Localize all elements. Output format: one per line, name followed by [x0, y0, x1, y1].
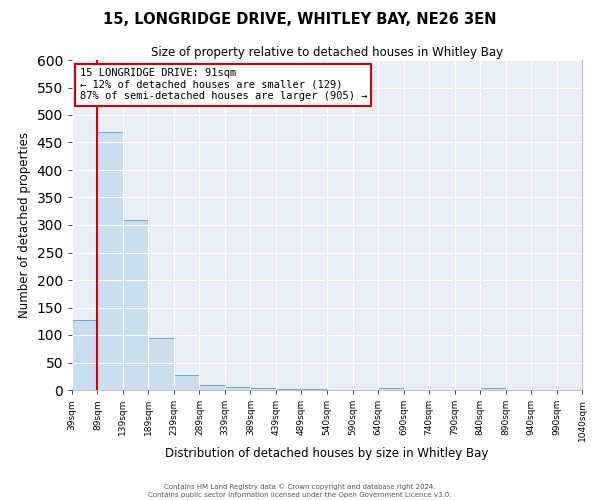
- Bar: [72, 320, 97, 390]
- Bar: [276, 389, 301, 390]
- Bar: [480, 388, 506, 390]
- Text: Contains HM Land Registry data © Crown copyright and database right 2024.
Contai: Contains HM Land Registry data © Crown c…: [148, 484, 452, 498]
- Bar: [250, 388, 276, 390]
- Bar: [123, 220, 148, 390]
- Bar: [148, 338, 174, 390]
- Text: 15 LONGRIDGE DRIVE: 91sqm
← 12% of detached houses are smaller (129)
87% of semi: 15 LONGRIDGE DRIVE: 91sqm ← 12% of detac…: [80, 68, 367, 102]
- Bar: [301, 389, 327, 390]
- Bar: [97, 132, 123, 390]
- Bar: [174, 375, 199, 390]
- Bar: [199, 384, 225, 390]
- Text: 15, LONGRIDGE DRIVE, WHITLEY BAY, NE26 3EN: 15, LONGRIDGE DRIVE, WHITLEY BAY, NE26 3…: [103, 12, 497, 28]
- Title: Size of property relative to detached houses in Whitley Bay: Size of property relative to detached ho…: [151, 46, 503, 59]
- Y-axis label: Number of detached properties: Number of detached properties: [18, 132, 31, 318]
- Bar: [225, 387, 250, 390]
- Bar: [582, 388, 600, 390]
- Bar: [378, 388, 404, 390]
- X-axis label: Distribution of detached houses by size in Whitley Bay: Distribution of detached houses by size …: [166, 446, 488, 460]
